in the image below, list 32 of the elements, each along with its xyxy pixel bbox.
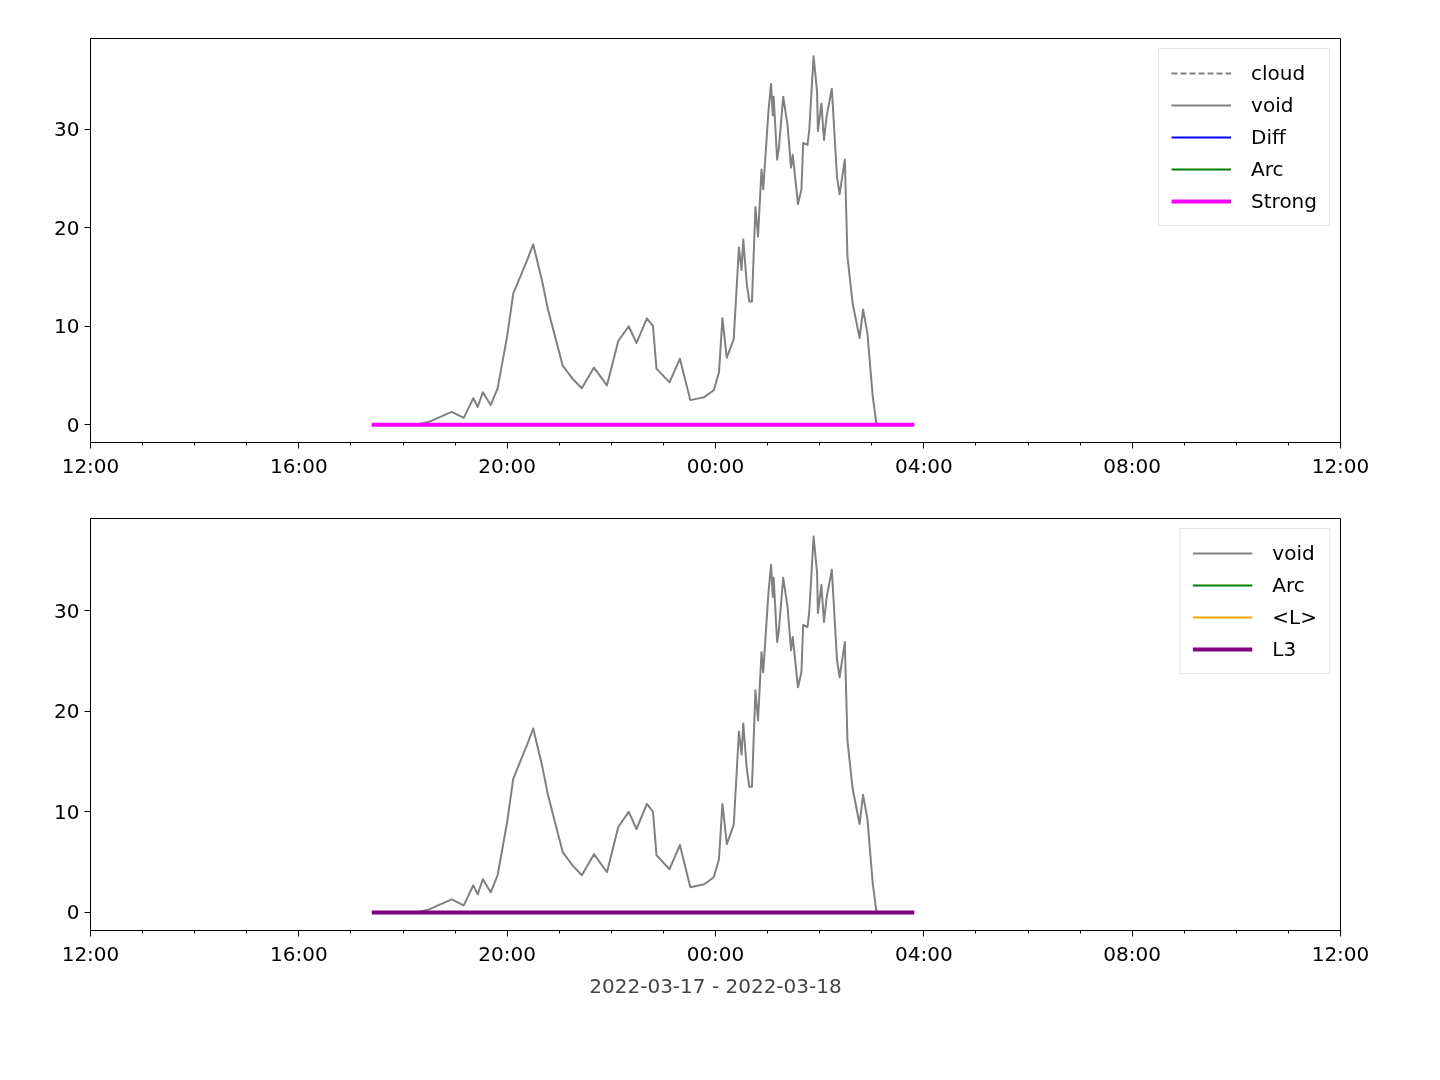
x-tick-label: 00:00 (686, 453, 745, 478)
x-tick-label: 08:00 (1103, 453, 1161, 478)
x-tick-label: 20:00 (478, 941, 536, 966)
x-tick-label: 12:00 (1311, 453, 1370, 478)
x-tick-label: 12:00 (61, 453, 120, 478)
x-tick-label: 00:00 (686, 941, 745, 966)
x-tick-label: 16:00 (270, 941, 328, 966)
x-tick-label: 12:00 (61, 941, 120, 966)
y-tick-label: 0 (66, 900, 80, 925)
x-axis-title: 2022-03-17 - 2022-03-18 (589, 973, 842, 998)
legend-label: Arc (1251, 157, 1284, 181)
legend-label: void (1251, 93, 1294, 117)
x-tick-label: 08:00 (1103, 941, 1161, 966)
legend-label: Arc (1272, 573, 1305, 597)
legend-label: <L> (1272, 605, 1317, 629)
legend-label: L3 (1272, 637, 1297, 661)
x-tick-label: 16:00 (270, 453, 328, 478)
y-tick-label: 20 (54, 699, 80, 724)
x-tick-label: 04:00 (895, 941, 953, 966)
legend-label: Diff (1251, 125, 1286, 149)
x-tick-label: 20:00 (478, 453, 536, 478)
legend-label: void (1272, 541, 1315, 565)
y-tick-label: 10 (54, 799, 80, 824)
legend-label: cloud (1251, 61, 1306, 85)
y-tick-label: 10 (54, 314, 80, 339)
y-tick-label: 30 (54, 598, 80, 623)
y-tick-label: 20 (54, 215, 80, 240)
x-tick-label: 04:00 (895, 453, 953, 478)
x-tick-label: 12:00 (1311, 941, 1370, 966)
legend-label: Strong (1251, 189, 1317, 213)
y-tick-label: 0 (66, 412, 80, 437)
y-tick-label: 30 (54, 117, 80, 142)
